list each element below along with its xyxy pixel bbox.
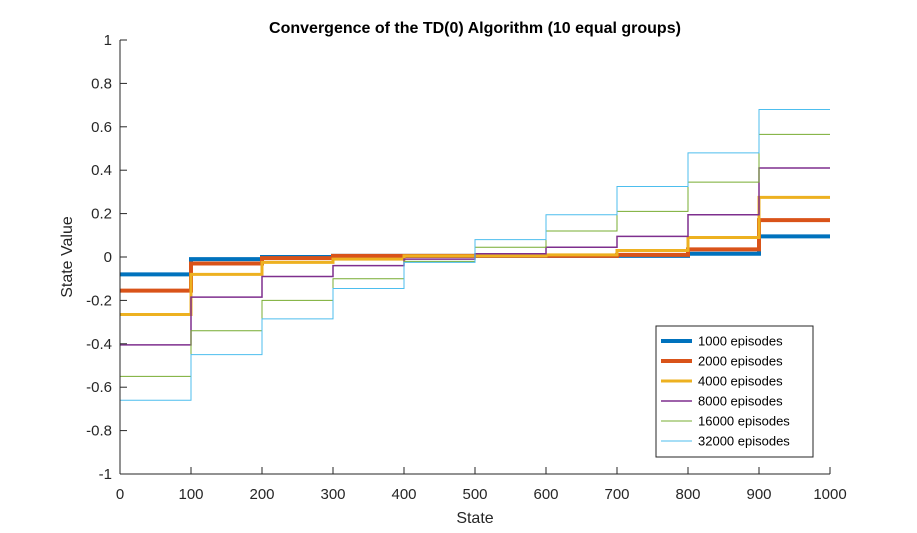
x-tick-label: 0 — [116, 486, 124, 503]
x-tick-label: 800 — [675, 486, 700, 503]
legend-label: 32000 episodes — [698, 434, 790, 449]
legend: 1000 episodes 2000 episodes 4000 episodes 8… — [655, 325, 814, 458]
x-axis-label: State — [456, 510, 493, 527]
legend-label: 2000 episodes — [698, 354, 783, 369]
legend-items: 1000 episodes 2000 episodes 4000 episodes 8… — [661, 334, 790, 449]
x-tick-label: 300 — [320, 486, 345, 503]
x-tick-label: 900 — [746, 486, 771, 503]
legend-box — [655, 325, 814, 458]
y-tick-label: -0.4 — [86, 336, 112, 353]
y-tick-label: 0.2 — [91, 206, 112, 223]
chart-title: Convergence of the TD(0) Algorithm (10 e… — [269, 20, 681, 37]
y-tick-label: -0.2 — [86, 292, 112, 309]
series-line-6 — [120, 108, 830, 401]
y-ticks: 1 0.8 0.6 0.4 0.2 0 -0.2 -0.4 -0.6 -0.8 -1 — [86, 32, 127, 483]
y-tick-label: 0.6 — [91, 119, 112, 136]
y-tick-label: -1 — [99, 466, 112, 483]
y-tick-label: 0 — [104, 249, 112, 266]
y-tick-label: 1 — [104, 32, 112, 49]
series-group — [120, 108, 830, 401]
x-tick-label: 500 — [462, 486, 487, 503]
y-axis-label: State Value — [59, 216, 76, 298]
legend-label: 8000 episodes — [698, 394, 783, 409]
x-tick-label: 200 — [249, 486, 274, 503]
x-tick-label: 400 — [391, 486, 416, 503]
legend-label: 1000 episodes — [698, 334, 783, 349]
y-tick-label: -0.6 — [86, 379, 112, 396]
legend-label: 4000 episodes — [698, 374, 783, 389]
y-tick-label: -0.8 — [86, 423, 112, 440]
x-ticks: 0 100 200 300 400 500 600 700 800 900 1000 — [116, 467, 847, 503]
legend-label: 16000 episodes — [698, 414, 790, 429]
x-tick-label: 1000 — [813, 486, 846, 503]
x-tick-label: 600 — [533, 486, 558, 503]
y-tick-label: 0.8 — [91, 75, 112, 92]
x-tick-label: 100 — [178, 486, 203, 503]
x-tick-label: 700 — [604, 486, 629, 503]
y-tick-label: 0.4 — [91, 162, 112, 179]
